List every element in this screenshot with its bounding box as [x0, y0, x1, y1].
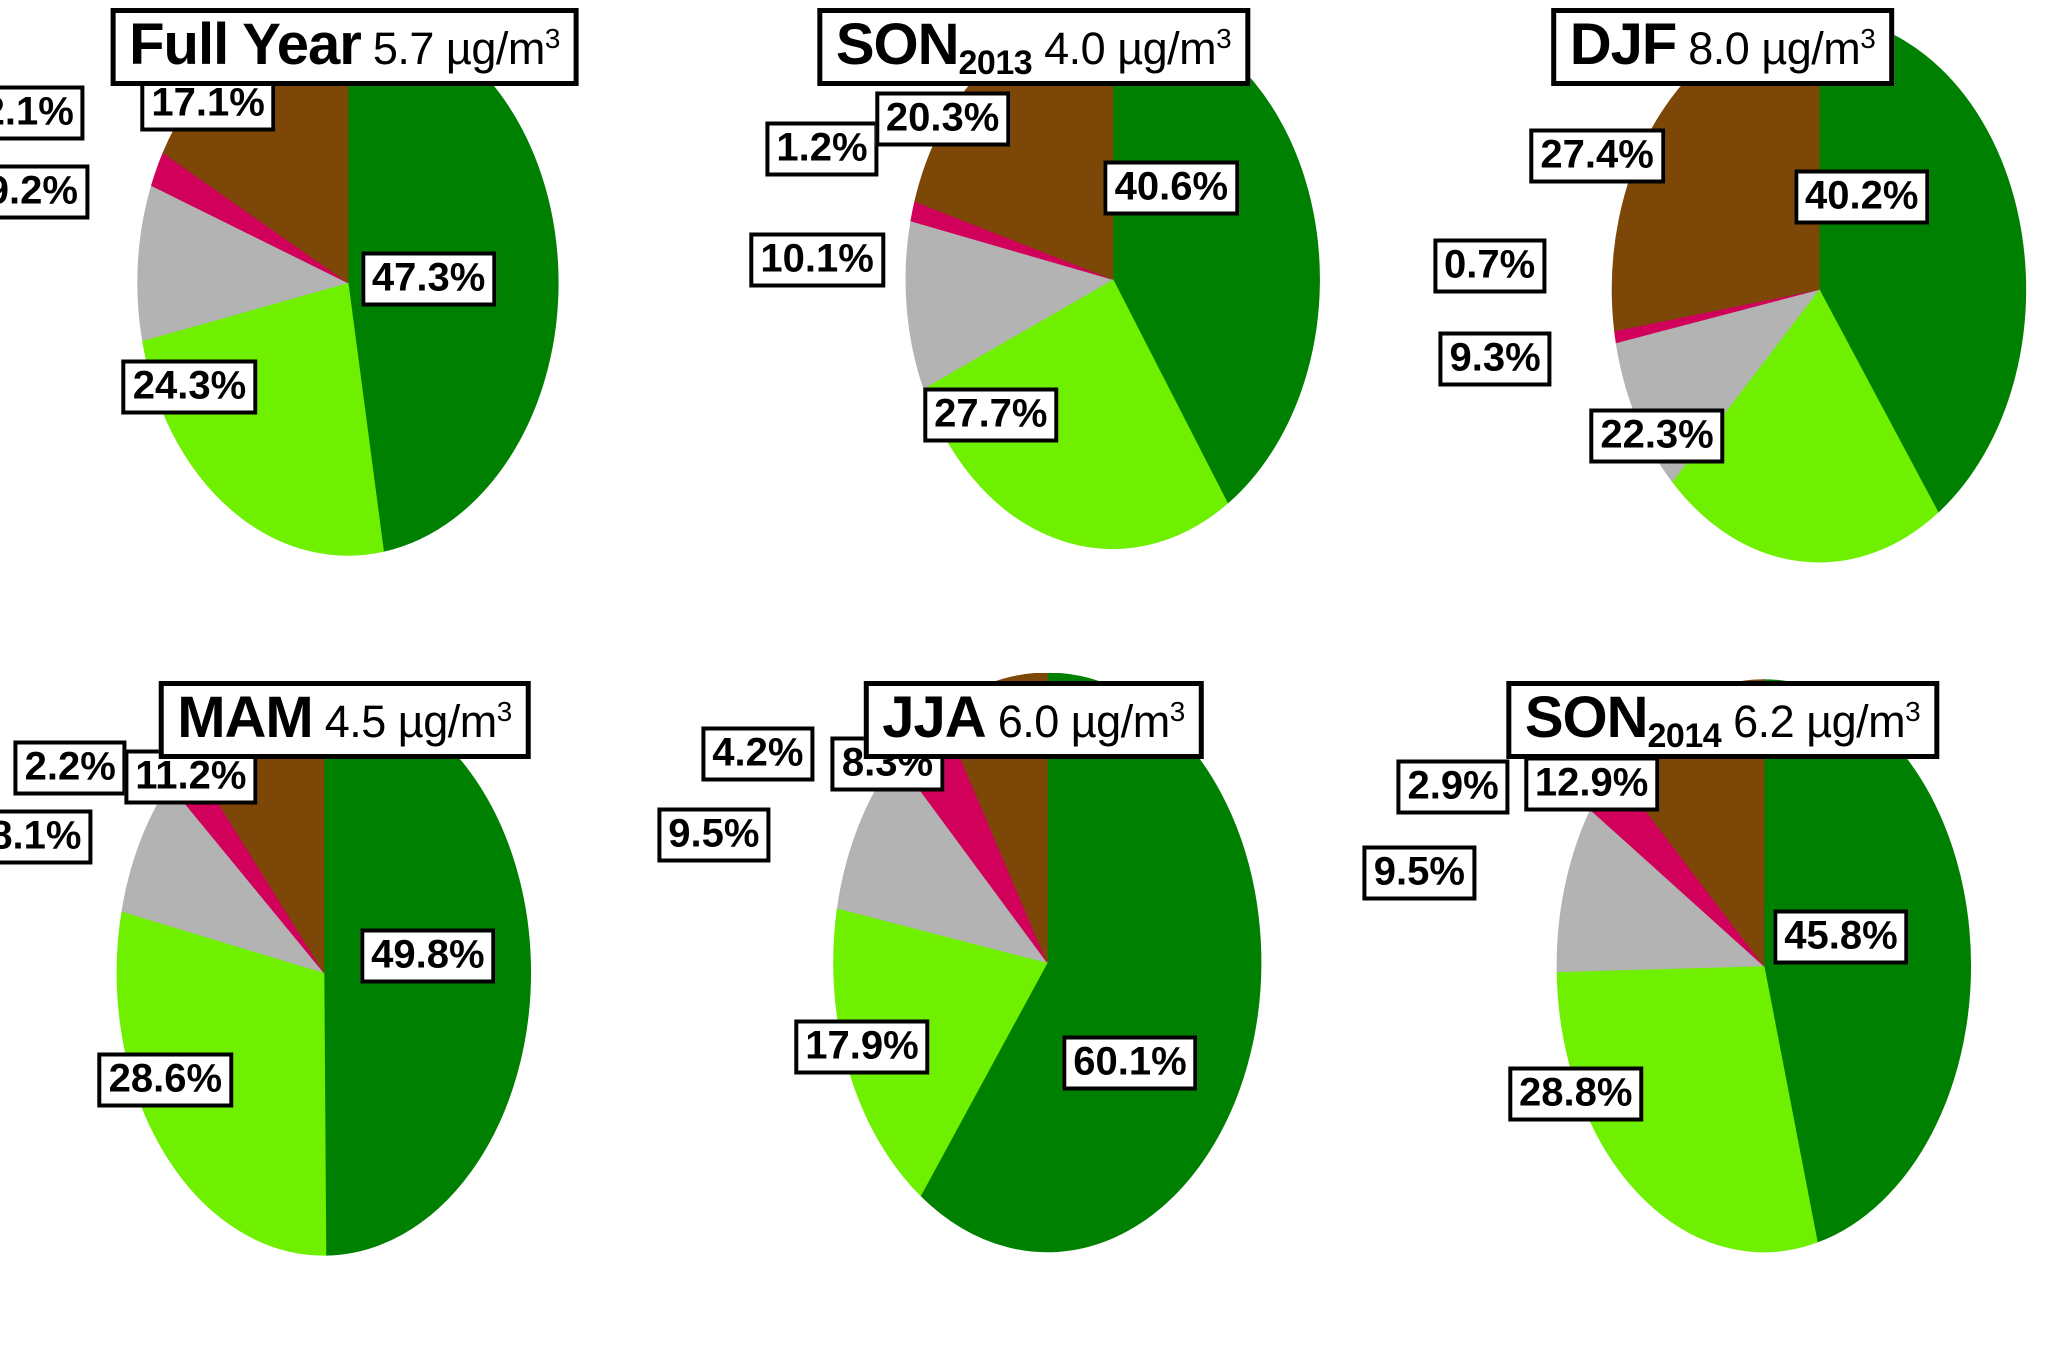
panel-title-box: SON2013 4.0 µg/m3 — [816, 8, 1251, 86]
slice-percentage-label: 17.9% — [794, 1019, 930, 1074]
pie-panel: SON2013 4.0 µg/m3 40.6% 27.7% 10.1% 1.2% 20.3% — [689, 0, 1378, 673]
slice-percentage-label: 9.5% — [1362, 845, 1476, 901]
panel-title-name: MAM — [177, 685, 314, 750]
panel-title-subscript: 2013 — [958, 44, 1033, 82]
panel-title-box: Full Year 5.7 µg/m3 — [110, 8, 579, 86]
slice-percentage-label: 9.5% — [657, 807, 771, 863]
panel-concentration-value: 5.7 µg/m3 — [372, 23, 561, 74]
panel-concentration-value: 6.0 µg/m3 — [997, 696, 1186, 747]
pie-slice — [1556, 808, 1766, 973]
pie-slice — [1556, 965, 1818, 1253]
slice-percentage-label: 1.2% — [765, 121, 879, 177]
slice-percentage-label: 4.2% — [701, 726, 815, 782]
panel-concentration-value: 4.5 µg/m3 — [324, 696, 513, 747]
panel-concentration-value: 8.0 µg/m3 — [1688, 23, 1876, 74]
panel-concentration-value: 4.0 µg/m3 — [1044, 23, 1232, 74]
slice-percentage-label: 40.2% — [1793, 169, 1930, 225]
panel-title-box: MAM 4.5 µg/m3 — [158, 681, 531, 759]
pie-slice — [1671, 288, 1939, 563]
slice-percentage-label: 28.6% — [97, 1052, 234, 1108]
pie-slice — [905, 220, 1115, 389]
panel-title-box: DJF 8.0 µg/m3 — [1550, 8, 1895, 86]
slice-percentage-label: 2.2% — [13, 740, 127, 796]
pie-area — [1378, 0, 2067, 673]
pie-panel: JJA 6.0 µg/m3 60.1% 17.9% 9.5% 4.2% 8.3% — [657, 673, 1378, 1346]
panel-title-box: SON2014 6.2 µg/m3 — [1505, 681, 1940, 759]
slice-percentage-label: 22.3% — [1589, 408, 1725, 464]
slice-percentage-label: 45.8% — [1773, 909, 1909, 965]
pie-chart — [137, 9, 559, 556]
slice-percentage-label: 20.3% — [874, 91, 1011, 147]
slice-percentage-label: 2.9% — [1396, 759, 1510, 815]
panel-title-name: Full Year — [129, 12, 362, 77]
slice-percentage-label: 12.9% — [1523, 756, 1660, 812]
panel-title-name: JJA — [882, 685, 986, 750]
panel-title-subscript: 2014 — [1647, 717, 1722, 755]
pie-panel: DJF 8.0 µg/m3 40.2% 22.3% 9.3% 0.7% 27.4% — [1378, 0, 2067, 673]
pie-chart — [1611, 16, 2027, 563]
pie-panel: MAM 4.5 µg/m3 49.8% 28.6% 8.1% 2.2% 11.2% — [0, 673, 689, 1346]
pie-panel: SON2014 6.2 µg/m3 45.8% 28.8% 9.5% 2.9% 12.9% — [1362, 673, 2067, 1346]
pie-chart — [905, 9, 1320, 549]
pie-chart — [833, 673, 1262, 1253]
slice-percentage-label: 40.6% — [1103, 160, 1240, 216]
pie-slice — [137, 184, 350, 342]
panel-title-name: DJF — [1569, 12, 1678, 77]
panel-concentration-value: 6.2 µg/m3 — [1733, 696, 1921, 747]
slice-percentage-label: 0.7% — [1433, 238, 1547, 294]
slice-percentage-label: 27.7% — [923, 387, 1059, 443]
pie-area — [0, 0, 689, 673]
slice-percentage-label: 28.8% — [1508, 1066, 1644, 1122]
slice-percentage-label: 24.3% — [121, 359, 258, 415]
slice-percentage-label: 49.8% — [360, 928, 496, 984]
slice-percentage-label: 10.1% — [749, 232, 885, 288]
pie-area — [689, 0, 1378, 673]
slice-percentage-label: 60.1% — [1062, 1035, 1198, 1091]
slice-percentage-label: 9.2% — [0, 164, 89, 220]
slice-percentage-label: 47.3% — [360, 251, 497, 307]
slice-percentage-label: 9.3% — [1438, 331, 1552, 387]
panel-title-name: SON — [1524, 685, 1649, 750]
panel-title-name: SON — [835, 12, 960, 77]
panel-title-box: JJA 6.0 µg/m3 — [863, 681, 1204, 759]
slice-percentage-label: 2.1% — [0, 85, 85, 141]
pie-area — [689, 673, 1378, 1346]
slice-percentage-label: 27.4% — [1529, 128, 1665, 184]
slice-percentage-label: 8.1% — [0, 809, 93, 865]
